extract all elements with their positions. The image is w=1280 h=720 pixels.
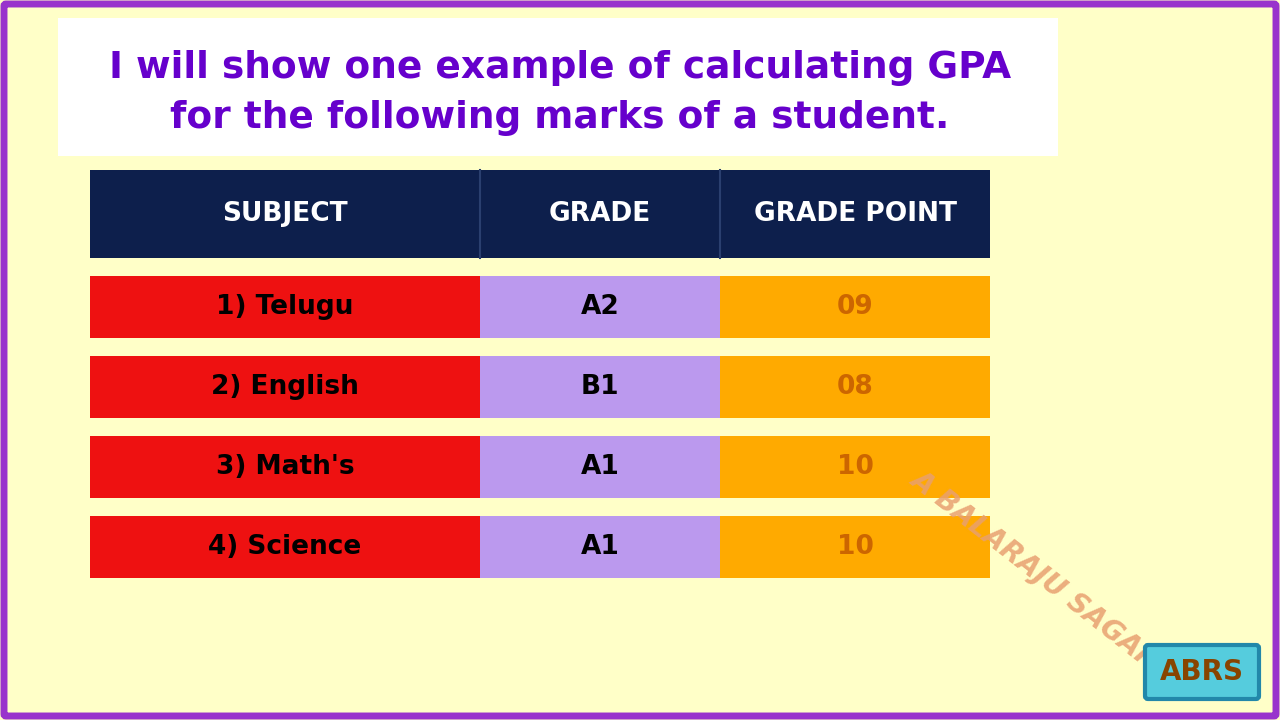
Text: GRADE POINT: GRADE POINT	[754, 201, 956, 227]
Bar	[90, 436, 480, 498]
Text: 09: 09	[837, 294, 873, 320]
Text: ABRS: ABRS	[1160, 658, 1244, 686]
Text: GRADE: GRADE	[549, 201, 652, 227]
Text: 10: 10	[837, 454, 873, 480]
Bar	[90, 276, 480, 338]
Bar	[480, 436, 719, 498]
Text: 4) Science: 4) Science	[209, 534, 362, 560]
Text: 08: 08	[837, 374, 873, 400]
Text: 3) Math's: 3) Math's	[216, 454, 355, 480]
Bar	[90, 170, 989, 258]
Bar	[719, 356, 989, 418]
Bar	[90, 356, 480, 418]
Bar	[719, 516, 989, 578]
Text: A BALARAJU SAGAR: A BALARAJU SAGAR	[906, 465, 1164, 675]
Bar	[480, 276, 719, 338]
Bar	[90, 516, 480, 578]
Text: for the following marks of a student.: for the following marks of a student.	[170, 100, 950, 136]
Bar	[719, 276, 989, 338]
Text: SUBJECT: SUBJECT	[223, 201, 348, 227]
Text: 2) English: 2) English	[211, 374, 358, 400]
Text: A1: A1	[581, 454, 620, 480]
FancyBboxPatch shape	[58, 18, 1059, 156]
Bar	[480, 516, 719, 578]
Text: 10: 10	[837, 534, 873, 560]
FancyBboxPatch shape	[1146, 645, 1260, 699]
Bar	[480, 356, 719, 418]
Text: I will show one example of calculating GPA: I will show one example of calculating G…	[109, 50, 1011, 86]
Text: B1: B1	[581, 374, 620, 400]
Bar	[719, 436, 989, 498]
Text: 1) Telugu: 1) Telugu	[216, 294, 353, 320]
Text: A1: A1	[581, 534, 620, 560]
FancyBboxPatch shape	[4, 4, 1276, 716]
Text: A2: A2	[581, 294, 620, 320]
